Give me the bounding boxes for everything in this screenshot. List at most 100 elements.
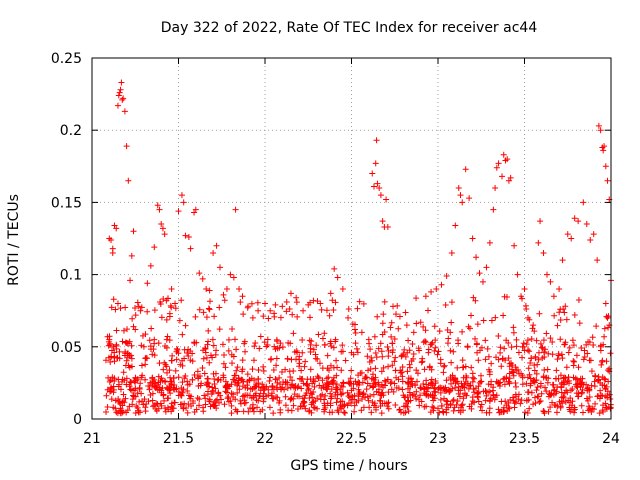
data-point [332, 336, 339, 343]
data-point [490, 391, 497, 398]
data-point [236, 386, 243, 393]
data-point [223, 389, 230, 396]
data-point [309, 380, 316, 387]
data-point [177, 361, 184, 368]
data-point [537, 380, 544, 387]
data-point [276, 374, 283, 381]
data-point [587, 236, 594, 243]
data-point [399, 364, 406, 371]
data-point [597, 127, 604, 134]
data-point [108, 396, 115, 403]
data-point [540, 249, 547, 256]
data-point [222, 364, 229, 371]
data-point [571, 215, 578, 222]
data-point [232, 406, 239, 413]
data-point [239, 357, 246, 364]
data-point [142, 331, 149, 338]
data-point [450, 407, 457, 414]
data-point [241, 392, 248, 399]
data-point [448, 299, 455, 306]
data-point [132, 305, 139, 312]
data-point [585, 403, 592, 410]
data-point [555, 375, 562, 382]
data-point [151, 402, 158, 409]
data-point [310, 297, 317, 304]
data-point [319, 335, 326, 342]
data-point [314, 395, 321, 402]
data-point [187, 245, 194, 252]
data-point [605, 324, 612, 331]
data-point [212, 370, 219, 377]
data-point [545, 350, 552, 357]
data-point [457, 409, 464, 416]
data-point [543, 271, 550, 278]
data-point [149, 397, 156, 404]
data-point [172, 300, 179, 307]
data-point [201, 392, 208, 399]
data-point [576, 320, 583, 327]
data-point [132, 326, 139, 333]
data-point [306, 337, 313, 344]
data-point [147, 346, 154, 353]
data-point [551, 312, 558, 319]
data-point [263, 383, 270, 390]
data-point [450, 348, 457, 355]
data-point [388, 333, 395, 340]
data-point [476, 379, 483, 386]
data-point [401, 394, 408, 401]
data-point [140, 343, 147, 350]
data-point [549, 399, 556, 406]
data-point [205, 375, 212, 382]
data-point [182, 322, 189, 329]
data-point [349, 393, 356, 400]
data-point [397, 369, 404, 376]
data-point [232, 206, 239, 213]
data-point [344, 402, 351, 409]
data-point [122, 304, 129, 311]
data-point [568, 404, 575, 411]
data-point [289, 311, 296, 318]
data-point [329, 379, 336, 386]
data-point [115, 92, 122, 99]
data-point [108, 347, 115, 354]
data-point [390, 388, 397, 395]
data-point [281, 386, 288, 393]
data-point [560, 394, 567, 401]
data-point [338, 367, 345, 374]
data-point [240, 378, 247, 385]
data-point [586, 357, 593, 364]
data-point [109, 249, 116, 256]
data-point [151, 352, 158, 359]
data-point [447, 374, 454, 381]
data-point [360, 404, 367, 411]
data-point [199, 365, 206, 372]
data-point [128, 252, 135, 259]
data-point [205, 327, 212, 334]
data-point [396, 313, 403, 320]
data-point [385, 399, 392, 406]
data-point [132, 312, 139, 319]
data-point [161, 397, 168, 404]
data-point [570, 342, 577, 349]
data-point [290, 330, 297, 337]
data-point [434, 351, 441, 358]
data-point [228, 381, 235, 388]
data-point [484, 345, 491, 352]
data-point [562, 303, 569, 310]
data-point [251, 377, 258, 384]
data-point [270, 386, 277, 393]
data-point [339, 348, 346, 355]
data-point [506, 360, 513, 367]
data-point [315, 331, 322, 338]
data-point [418, 359, 425, 366]
data-point [260, 390, 267, 397]
data-point [432, 337, 439, 344]
data-point [328, 343, 335, 350]
data-point [475, 383, 482, 390]
data-point [300, 307, 307, 314]
data-point [107, 358, 114, 365]
data-point [180, 199, 187, 206]
data-point [440, 369, 447, 376]
data-point [370, 391, 377, 398]
data-point [206, 398, 213, 405]
